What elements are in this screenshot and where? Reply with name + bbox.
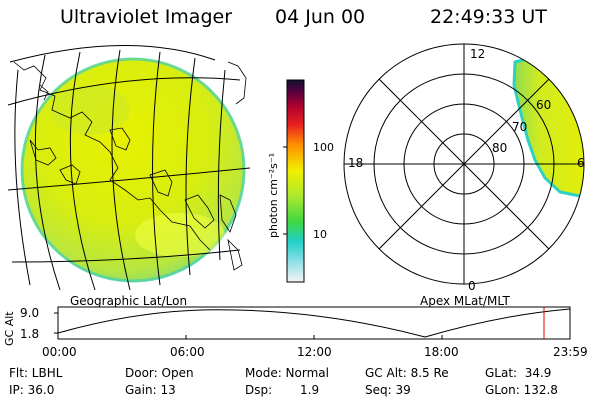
mlt-label-12: 12	[470, 47, 485, 61]
colorbar-tick-100: 100	[313, 141, 334, 154]
mlt-label-0: 0	[468, 279, 476, 293]
info-mode: Mode: Normal	[245, 366, 329, 380]
info-gc-alt: GC Alt: 8.5 Re	[365, 366, 449, 380]
lat-grid	[7, 45, 251, 263]
colorbar-label: photon cm⁻²s⁻¹	[267, 153, 280, 238]
geographic-caption: Geographic Lat/Lon	[70, 294, 188, 308]
info-dsp-label: Dsp:	[245, 383, 273, 397]
alt-ytick-9: 9.0	[20, 306, 39, 320]
info-gain: Gain: 13	[125, 383, 176, 397]
info-dsp-value: 1.9	[300, 383, 320, 397]
alt-xtick-2359: 23:59	[553, 345, 588, 359]
instrument-title: Ultraviolet Imager	[60, 6, 233, 28]
coastlines	[13, 61, 247, 271]
time-label: 22:49:33 UT	[430, 6, 547, 28]
alt-xtick-1200: 12:00	[297, 345, 332, 359]
info-flt: Flt: LBHL	[9, 366, 63, 380]
altitude-curve	[57, 308, 571, 338]
info-glon: GLon: 132.8	[485, 383, 558, 397]
alt-xtick-0600: 06:00	[170, 345, 205, 359]
mlat-label-60: 60	[536, 98, 551, 112]
info-door: Door: Open	[125, 366, 194, 380]
colorbar-tick-10: 10	[313, 228, 327, 241]
mlat-label-70: 70	[512, 120, 527, 134]
lon-grid	[14, 49, 226, 291]
alt-ytick-1.8: 1.8	[20, 327, 39, 341]
alt-ylabel: GC Alt	[3, 311, 16, 346]
mlt-label-18: 18	[348, 156, 363, 170]
alt-xtick-0000: 00:00	[42, 345, 77, 359]
mlat-label-80: 80	[492, 141, 507, 155]
alt-xtick-1800: 18:00	[424, 345, 459, 359]
info-glat: GLat: 34.9	[485, 366, 552, 380]
date-label: 04 Jun 00	[275, 6, 366, 28]
apex-caption: Apex MLat/MLT	[420, 294, 510, 308]
info-ip: IP: 36.0	[9, 383, 55, 397]
info-seq: Seq: 39	[365, 383, 411, 397]
mlt-label-6: 6	[577, 156, 585, 170]
